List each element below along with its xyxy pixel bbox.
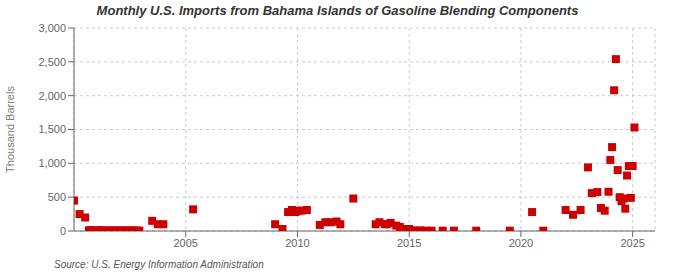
svg-text:2015: 2015 [397,237,421,249]
svg-text:2005: 2005 [173,237,197,249]
svg-text:1,500: 1,500 [38,123,66,135]
svg-text:2,000: 2,000 [38,90,66,102]
svg-text:2025: 2025 [620,237,644,249]
svg-text:Thousand Barrels: Thousand Barrels [8,86,16,173]
svg-text:1,000: 1,000 [38,157,66,169]
svg-text:2,500: 2,500 [38,56,66,68]
svg-text:2020: 2020 [509,237,533,249]
svg-text:2010: 2010 [285,237,309,249]
svg-text:500: 500 [48,191,66,203]
html-text:Source: U.S. Energy Informatio: Source: U.S. Energy Information Administ… [54,259,264,270]
html-text:Monthly U.S. Imports from Baha: Monthly U.S. Imports from Bahama Islands… [96,3,579,18]
svg-text:0: 0 [60,225,66,237]
svg-text:3,000: 3,000 [38,22,66,34]
